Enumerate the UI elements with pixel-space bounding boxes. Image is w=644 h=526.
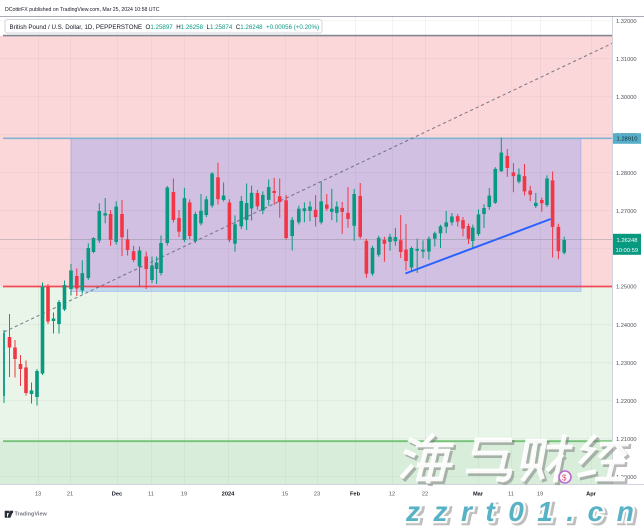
svg-text:1.28000: 1.28000 [616, 171, 637, 177]
svg-text:1.30000: 1.30000 [616, 95, 637, 101]
svg-text:19: 19 [537, 492, 543, 498]
svg-text:1.23000: 1.23000 [616, 361, 637, 367]
svg-text:Apr: Apr [586, 492, 597, 498]
svg-text:21: 21 [67, 492, 73, 498]
svg-text:DCottirFX published on Trading: DCottirFX published on TradingView.com, … [5, 7, 160, 13]
svg-text:1.31000: 1.31000 [616, 57, 637, 63]
svg-text:zzrt01.cn: zzrt01.cn [408, 498, 644, 526]
svg-text:British Pound / U.S. Dollar, 1: British Pound / U.S. Dollar, 1D, PEPPERS… [10, 24, 320, 31]
svg-text:Feb: Feb [350, 492, 361, 498]
svg-text:1.27000: 1.27000 [616, 209, 637, 215]
svg-text:13: 13 [35, 492, 41, 498]
svg-text:1.26248: 1.26248 [617, 238, 638, 244]
svg-text:TradingView: TradingView [15, 512, 48, 518]
svg-text:15: 15 [282, 492, 288, 498]
svg-text:1.22000: 1.22000 [616, 399, 637, 405]
svg-text:10:00:59: 10:00:59 [616, 248, 639, 254]
svg-text:2024: 2024 [222, 492, 235, 498]
svg-text:12: 12 [389, 492, 395, 498]
svg-text:11: 11 [148, 492, 154, 498]
svg-text:22: 22 [422, 492, 428, 498]
svg-text:zzrt01.cn: zzrt01.cn [405, 496, 644, 526]
svg-text:Mar: Mar [473, 492, 484, 498]
svg-text:11: 11 [508, 492, 514, 498]
svg-text:$: $ [562, 474, 567, 483]
svg-text:19: 19 [181, 492, 187, 498]
svg-text:1.20000: 1.20000 [616, 475, 637, 481]
svg-text:1.28910: 1.28910 [617, 137, 638, 143]
svg-text:zzrt01.cn: zzrt01.cn [405, 496, 644, 526]
svg-text:Dec: Dec [112, 492, 122, 498]
svg-text:1.21000: 1.21000 [616, 437, 637, 443]
svg-text:1.25000: 1.25000 [616, 285, 637, 291]
svg-text:1.24000: 1.24000 [616, 323, 637, 329]
svg-text:23: 23 [314, 492, 320, 498]
svg-text:1.32000: 1.32000 [616, 19, 637, 25]
